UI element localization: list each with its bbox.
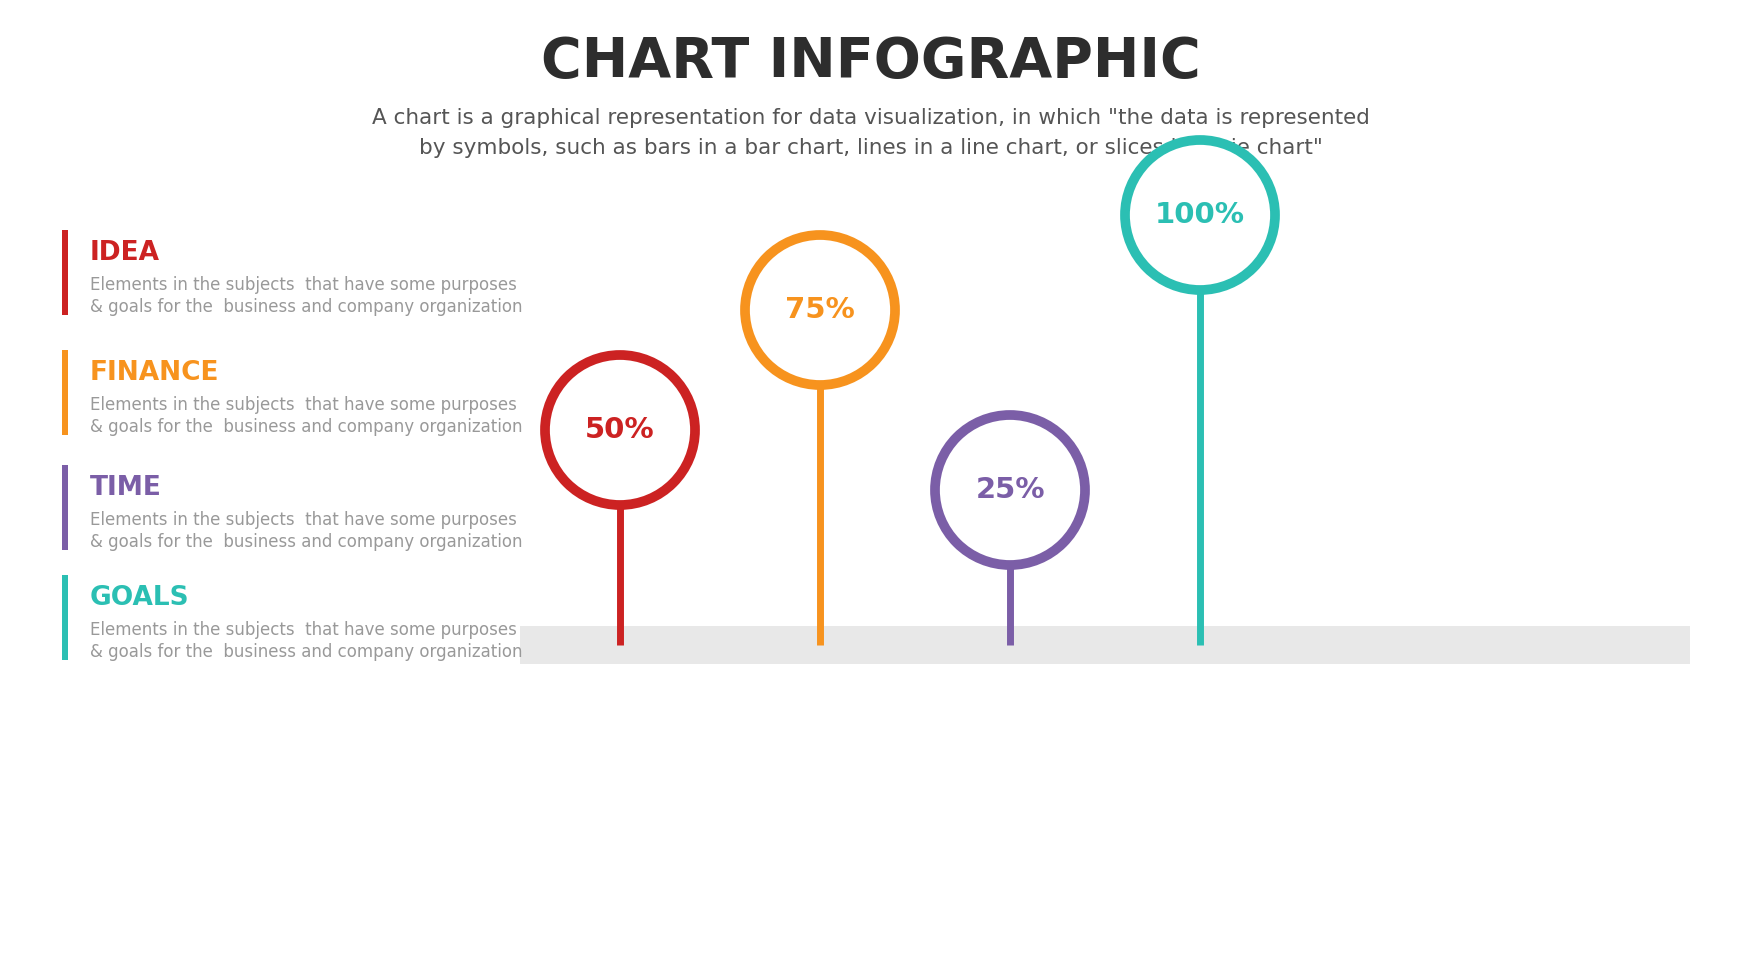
Text: 25%: 25% xyxy=(976,476,1045,504)
Text: Elements in the subjects  that have some purposes: Elements in the subjects that have some … xyxy=(91,396,517,414)
Text: & goals for the  business and company organization: & goals for the business and company org… xyxy=(91,643,523,661)
FancyBboxPatch shape xyxy=(63,350,68,435)
Text: by symbols, such as bars in a bar chart, lines in a line chart, or slices in a p: by symbols, such as bars in a bar chart,… xyxy=(420,138,1322,158)
Text: Elements in the subjects  that have some purposes: Elements in the subjects that have some … xyxy=(91,621,517,639)
Text: 50%: 50% xyxy=(585,416,655,444)
Circle shape xyxy=(1125,140,1275,290)
Circle shape xyxy=(746,235,895,385)
Circle shape xyxy=(935,415,1085,565)
Text: 100%: 100% xyxy=(1155,201,1246,229)
Text: CHART INFOGRAPHIC: CHART INFOGRAPHIC xyxy=(542,35,1200,89)
Text: & goals for the  business and company organization: & goals for the business and company org… xyxy=(91,298,523,316)
Text: Elements in the subjects  that have some purposes: Elements in the subjects that have some … xyxy=(91,511,517,529)
Text: & goals for the  business and company organization: & goals for the business and company org… xyxy=(91,418,523,436)
Text: Elements in the subjects  that have some purposes: Elements in the subjects that have some … xyxy=(91,276,517,294)
FancyBboxPatch shape xyxy=(521,626,1690,664)
Text: TIME: TIME xyxy=(91,475,162,501)
FancyBboxPatch shape xyxy=(63,230,68,315)
Text: A chart is a graphical representation for data visualization, in which "the data: A chart is a graphical representation fo… xyxy=(373,108,1369,128)
Text: 75%: 75% xyxy=(786,296,855,324)
FancyBboxPatch shape xyxy=(63,465,68,550)
Circle shape xyxy=(545,355,695,505)
Text: FINANCE: FINANCE xyxy=(91,360,219,386)
FancyBboxPatch shape xyxy=(63,575,68,660)
Text: & goals for the  business and company organization: & goals for the business and company org… xyxy=(91,533,523,551)
Text: IDEA: IDEA xyxy=(91,240,160,266)
Text: GOALS: GOALS xyxy=(91,585,190,611)
